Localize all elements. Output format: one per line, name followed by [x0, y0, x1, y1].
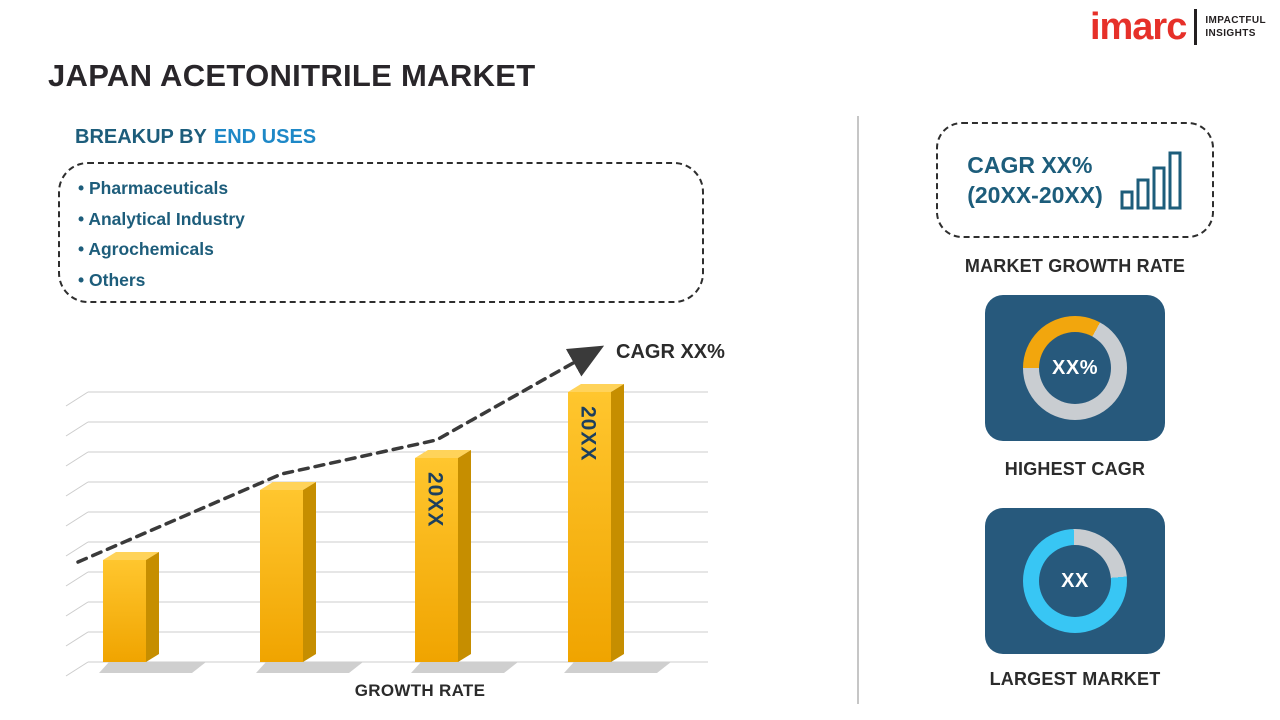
logo-divider	[1194, 9, 1198, 45]
svg-text:20XX: 20XX	[577, 406, 600, 461]
highest-cagr-donut-hole: XX%	[1039, 332, 1111, 404]
highest-cagr-donut: XX%	[1023, 316, 1127, 420]
highest-cagr-value: XX%	[1052, 356, 1098, 379]
largest-market-value: XX	[1061, 569, 1089, 592]
growth-bar-chart: 20XX 20XX	[58, 335, 718, 692]
logo-tagline-line2: INSIGHTS	[1205, 28, 1256, 39]
largest-market-donut-hole: XX	[1039, 545, 1111, 617]
section-divider	[857, 116, 859, 704]
breakup-box	[58, 162, 704, 303]
logo-tagline-line1: IMPACTFUL	[1205, 15, 1266, 26]
list-item: Analytical Industry	[78, 204, 245, 235]
logo-tagline: IMPACTFUL INSIGHTS	[1205, 14, 1266, 40]
imarc-logo: imarc IMPACTFUL INSIGHTS	[1090, 8, 1266, 46]
breakup-list: Pharmaceuticals Analytical Industry Agro…	[78, 173, 245, 295]
breakup-heading-prefix: BREAKUP BY	[75, 126, 207, 148]
x-axis-label: GROWTH RATE	[354, 681, 486, 700]
largest-market-label: LARGEST MARKET	[989, 669, 1161, 689]
market-growth-rate-label: MARKET GROWTH RATE	[964, 256, 1186, 276]
growth-bar-chart-svg: 20XX 20XX	[65, 345, 708, 677]
breakup-heading: BREAKUP BY END USES	[75, 126, 316, 149]
list-item: Agrochemicals	[78, 234, 245, 265]
imarc-brand-text: imarc	[1089, 6, 1187, 48]
cagr-period: (20XX-20XX)	[967, 182, 1103, 208]
largest-market-donut: XX	[1023, 529, 1127, 633]
page-title: JAPAN ACETONITRILE MARKET	[48, 58, 536, 93]
cagr-box: CAGR XX% (20XX-20XX)	[936, 122, 1214, 238]
list-item: Pharmaceuticals	[78, 173, 245, 204]
list-item: Others	[78, 265, 245, 296]
growth-bars-icon	[1120, 151, 1182, 210]
highest-cagr-label: HIGHEST CAGR	[1004, 459, 1146, 479]
highest-cagr-tile: XX%	[985, 295, 1165, 441]
cagr-trend-annotation: CAGR XX%	[616, 341, 725, 363]
cagr-box-text: CAGR XX% (20XX-20XX)	[967, 150, 1103, 210]
svg-text:20XX: 20XX	[424, 472, 447, 527]
largest-market-tile: XX	[985, 508, 1165, 654]
cagr-value: CAGR XX%	[967, 152, 1093, 178]
breakup-heading-highlight: END USES	[213, 126, 317, 148]
